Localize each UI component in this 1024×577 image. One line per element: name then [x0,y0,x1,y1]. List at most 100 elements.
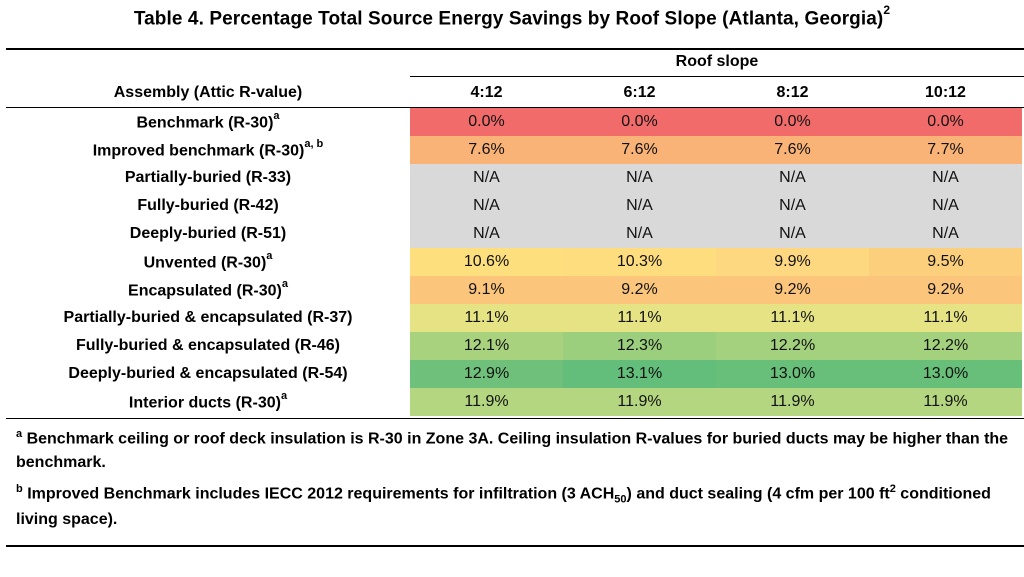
value-cell: 10.6% [410,248,563,276]
row-label: Interior ducts (R-30)a [6,388,410,416]
row-label: Benchmark (R-30)a [6,108,410,136]
row-label-footnote: a [280,389,288,402]
row-label: Improved benchmark (R-30)a, b [6,136,410,164]
value-cell: 12.2% [869,332,1022,360]
value-cell: 13.0% [869,360,1022,388]
footnote-b-marker: b [16,483,23,496]
value-cell: 0.0% [869,108,1022,136]
bottom-rule [6,545,1024,547]
row-label: Partially-buried & encapsulated (R-37) [6,304,410,332]
footnote-b-text-3: conditioned living space). [16,485,991,529]
table-row: Benchmark (R-30)a 0.0% 0.0% 0.0% 0.0% [6,108,1022,136]
value-cell: 13.0% [716,360,869,388]
table-row: Fully-buried (R-42) N/A N/A N/A N/A [6,192,1022,220]
row-label-text: Encapsulated (R-30) [128,282,282,300]
table-row: Interior ducts (R-30)a 11.9% 11.9% 11.9% 11.… [6,388,1022,416]
row-label-text: Unvented (R-30) [143,254,267,272]
table-row: Fully-buried & encapsulated (R-46) 12.1% 1… [6,332,1022,360]
row-label-footnote: a [281,277,288,290]
row-label-text: Benchmark (R-30) [136,114,274,132]
row-label: Unvented (R-30)a [6,248,410,276]
value-cell: N/A [563,164,716,192]
value-cell: 9.5% [869,248,1022,276]
row-label: Fully-buried (R-42) [6,192,410,220]
value-cell: N/A [410,192,563,220]
value-cell: 9.9% [716,248,869,276]
row-label-text: Improved benchmark (R-30) [92,142,305,160]
value-cell: 7.6% [563,136,716,164]
footnote-b: b Improved Benchmark includes IECC 2012 … [16,481,1016,532]
table-title-footnote: 2 [883,3,891,17]
value-cell: 11.1% [869,304,1022,332]
value-cell: 11.9% [869,388,1022,416]
value-cell: N/A [410,164,563,192]
value-cell: 9.2% [716,276,869,304]
column-header-6-12: 6:12 [623,84,656,101]
row-label-text: Deeply-buried & encapsulated (R-54) [68,365,348,382]
row-label-footnote: a [273,109,280,122]
value-cell: 12.3% [563,332,716,360]
value-cell: N/A [716,220,869,248]
value-cell: 9.2% [869,276,1022,304]
value-cell: N/A [869,164,1022,192]
row-label-text: Partially-buried & encapsulated (R-37) [63,309,353,326]
column-header-10-12: 10:12 [925,84,966,101]
value-cell: 12.9% [410,360,563,388]
table-row: Improved benchmark (R-30)a, b 7.6% 7.6% 7.6… [6,136,1022,164]
footnote-b-text-1: Improved Benchmark includes IECC 2012 re… [27,485,615,503]
row-label: Encapsulated (R-30)a [6,276,410,304]
savings-table: Benchmark (R-30)a 0.0% 0.0% 0.0% 0.0% Improve… [6,108,1022,416]
value-cell: N/A [410,220,563,248]
value-cell: 12.1% [410,332,563,360]
footnote-a: a Benchmark ceiling or roof deck insulat… [16,426,1016,475]
footnote-b-superscript: 2 [889,483,896,496]
row-label: Deeply-buried (R-51) [6,220,410,248]
value-cell: 12.2% [716,332,869,360]
column-header-8-12: 8:12 [776,84,809,101]
row-label-text: Partially-buried (R-33) [124,169,292,186]
table-title: Table 4. Percentage Total Source Energy … [0,3,1024,30]
table-row: Partially-buried (R-33) N/A N/A N/A N/A [6,164,1022,192]
value-cell: 0.0% [716,108,869,136]
value-cell: 7.7% [869,136,1022,164]
value-cell: 11.1% [716,304,869,332]
value-cell: N/A [716,164,869,192]
value-cell: N/A [869,220,1022,248]
value-cell: 11.1% [563,304,716,332]
roof-slope-group-header: Roof slope [675,53,759,70]
table-row: Deeply-buried & encapsulated (R-54) 12.9%… [6,360,1022,388]
value-cell: 13.1% [563,360,716,388]
footnote-b-text-2: ) and duct sealing (4 cfm per 100 ft [626,485,890,503]
footnote-a-text: Benchmark ceiling or roof deck insulatio… [16,430,1009,472]
value-cell: 9.1% [410,276,563,304]
footnote-b-subscript: 50 [614,493,627,506]
value-cell: 7.6% [716,136,869,164]
row-label-footnote: a [266,249,273,262]
value-cell: 11.1% [410,304,563,332]
header-rule [6,107,1024,108]
row-label: Deeply-buried & encapsulated (R-54) [6,360,410,388]
table-row: Partially-buried & encapsulated (R-37) 11… [6,304,1022,332]
row-label-text: Deeply-buried (R-51) [129,225,287,242]
value-cell: 0.0% [563,108,716,136]
table-row: Unvented (R-30)a 10.6% 10.3% 9.9% 9.5% [6,248,1022,276]
value-cell: N/A [716,192,869,220]
footnotes: a Benchmark ceiling or roof deck insulat… [16,426,1016,538]
row-label-footnote: a, b [304,137,324,150]
value-cell: 7.6% [410,136,563,164]
row-label: Partially-buried (R-33) [6,164,410,192]
group-header-rule [410,76,1024,77]
value-cell: N/A [563,220,716,248]
value-cell: N/A [869,192,1022,220]
row-label-text: Fully-buried (R-42) [137,197,279,214]
value-cell: 9.2% [563,276,716,304]
footnote-a-marker: a [16,428,23,440]
table-title-text: Table 4. Percentage Total Source Energy … [133,8,884,30]
value-cell: 10.3% [563,248,716,276]
value-cell: 11.9% [716,388,869,416]
row-label-text: Fully-buried & encapsulated (R-46) [75,337,341,354]
table-row: Deeply-buried (R-51) N/A N/A N/A N/A [6,220,1022,248]
column-header-4-12: 4:12 [470,84,503,101]
top-rule [6,48,1024,50]
table-row: Encapsulated (R-30)a 9.1% 9.2% 9.2% 9.2% [6,276,1022,304]
